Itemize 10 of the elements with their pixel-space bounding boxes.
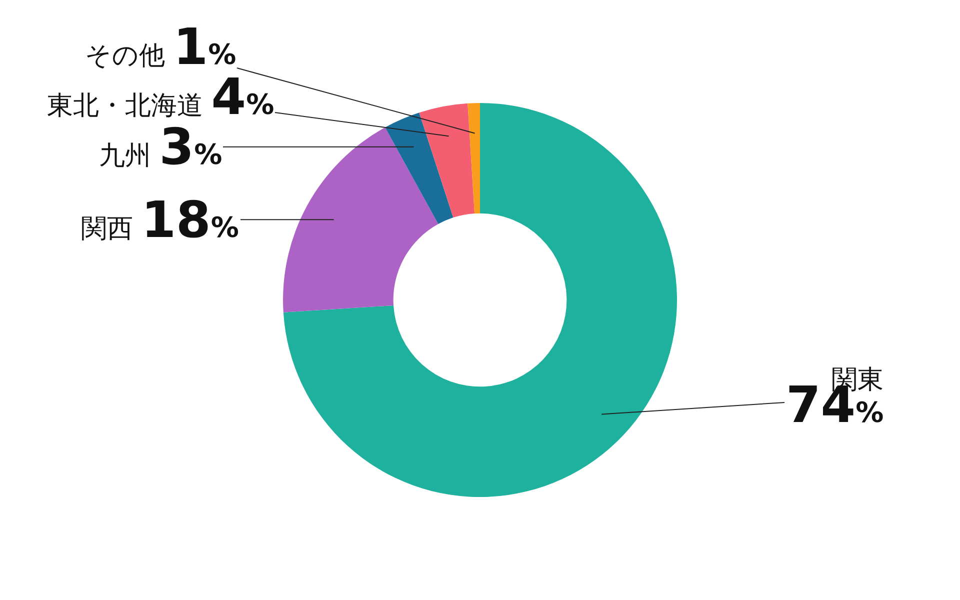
slice-label: 東北・北海道 (47, 91, 203, 121)
slice-label: 関西 (81, 214, 133, 244)
donut-slice (385, 112, 454, 224)
donut-slice (419, 103, 475, 218)
donut-slice (283, 127, 438, 312)
slice-label: 九州 (99, 141, 151, 171)
slice-label: その他 (85, 41, 165, 71)
data-label: 18% (141, 191, 239, 249)
donut-slice (468, 103, 480, 214)
donut-slice (283, 103, 677, 497)
